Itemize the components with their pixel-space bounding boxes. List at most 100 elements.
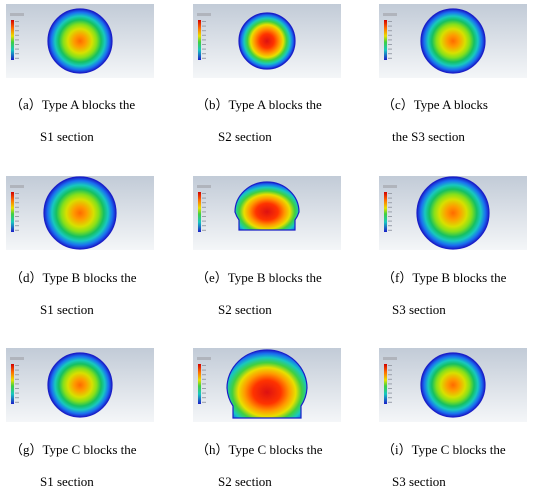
legend-header (197, 13, 211, 16)
legend-tick (388, 220, 392, 222)
legend-colorbar (384, 364, 387, 404)
caption-line1-h: （h）Type C blocks the (196, 442, 323, 457)
contour-svg-a (6, 4, 154, 78)
legend-tick (388, 197, 392, 199)
velocity-contour-b (238, 12, 296, 70)
contour-svg-i (379, 348, 527, 422)
velocity-contour-a (47, 8, 113, 74)
legend-tick (388, 44, 392, 45)
legend-tick (202, 369, 206, 371)
legend-tick (15, 216, 19, 217)
legend-tick (15, 225, 19, 227)
legend-tick (202, 34, 206, 36)
legend-colorbar (11, 364, 14, 404)
velocity-contour-e (234, 181, 300, 231)
legend-tick (202, 202, 206, 204)
legend-header (383, 185, 397, 188)
contour-plot-h (193, 348, 341, 422)
legend-tick (202, 220, 206, 222)
legend-tick (202, 197, 206, 199)
legend-tick (388, 383, 392, 385)
legend-header (197, 185, 211, 188)
legend-tick (15, 229, 19, 231)
legend-tick (202, 225, 206, 227)
legend-tick (202, 53, 206, 55)
caption-line1-e: （e）Type B blocks the (196, 270, 322, 285)
legend-tick (202, 211, 206, 213)
legend-colorbar (198, 192, 201, 232)
velocity-contour-g (47, 352, 113, 418)
legend-tick (15, 30, 19, 32)
legend-tick (388, 206, 392, 208)
legend-tick (15, 193, 19, 194)
contour-svg-h (193, 348, 341, 422)
legend-tick (202, 44, 206, 45)
legend-header (10, 185, 24, 188)
velocity-contour-d (43, 176, 117, 250)
contour-plot-b (193, 4, 341, 78)
velocity-contour-i (420, 352, 486, 418)
legend-tick (15, 197, 19, 199)
contour-plot-g (6, 348, 154, 422)
legend-tick (202, 39, 206, 41)
legend-tick (388, 401, 392, 403)
legend-tick (15, 383, 19, 385)
legend-tick (388, 392, 392, 394)
caption-line1-a: （a）Type A blocks the (10, 97, 136, 112)
legend-tick (15, 44, 19, 45)
legend-tick (388, 53, 392, 55)
legend-tick (388, 57, 392, 59)
caption-line2-g: S1 section (40, 474, 94, 489)
legend-tick (15, 57, 19, 59)
legend-tick (15, 202, 19, 204)
legend-tick (202, 388, 206, 389)
legend-tick (15, 39, 19, 41)
contour-plot-e (193, 176, 341, 250)
legend-tick (388, 48, 392, 50)
legend-tick (388, 25, 392, 27)
legend-tick (15, 21, 19, 22)
legend-tick (202, 216, 206, 217)
legend-colorbar (11, 20, 14, 60)
caption-line1-i: （i）Type C blocks the (382, 442, 506, 457)
legend-header (197, 357, 211, 360)
legend-tick (388, 211, 392, 213)
legend-tick (388, 193, 392, 194)
legend-tick (15, 401, 19, 403)
legend-tick (202, 48, 206, 50)
legend-tick (202, 25, 206, 27)
contour-svg-c (379, 4, 527, 78)
legend-tick (15, 378, 19, 380)
legend-colorbar (198, 20, 201, 60)
contour-svg-g (6, 348, 154, 422)
caption-line1-b: （b）Type A blocks the (196, 97, 322, 112)
legend-tick (388, 369, 392, 371)
legend-header (383, 357, 397, 360)
legend-colorbar (11, 192, 14, 232)
legend-tick (15, 34, 19, 36)
contour-plot-i (379, 348, 527, 422)
legend-header (10, 357, 24, 360)
caption-line2-a: S1 section (40, 129, 94, 144)
caption-line1-d: （d）Type B blocks the (10, 270, 137, 285)
caption-line1-g: （g）Type C blocks the (10, 442, 137, 457)
contour-plot-c (379, 4, 527, 78)
legend-tick (15, 374, 19, 376)
legend-tick (15, 365, 19, 366)
legend-tick (202, 57, 206, 59)
legend-tick (15, 53, 19, 55)
legend-tick (388, 34, 392, 36)
legend-tick (388, 378, 392, 380)
legend-tick (202, 365, 206, 366)
contour-plot-f (379, 176, 527, 250)
legend-tick (202, 193, 206, 194)
legend-tick (388, 216, 392, 217)
legend-tick (202, 383, 206, 385)
legend-tick (202, 401, 206, 403)
contour-svg-d (6, 176, 154, 250)
legend-tick (388, 229, 392, 231)
legend-colorbar (384, 20, 387, 60)
caption-line2-d: S1 section (40, 302, 94, 317)
legend-tick (202, 392, 206, 394)
legend-tick (15, 369, 19, 371)
